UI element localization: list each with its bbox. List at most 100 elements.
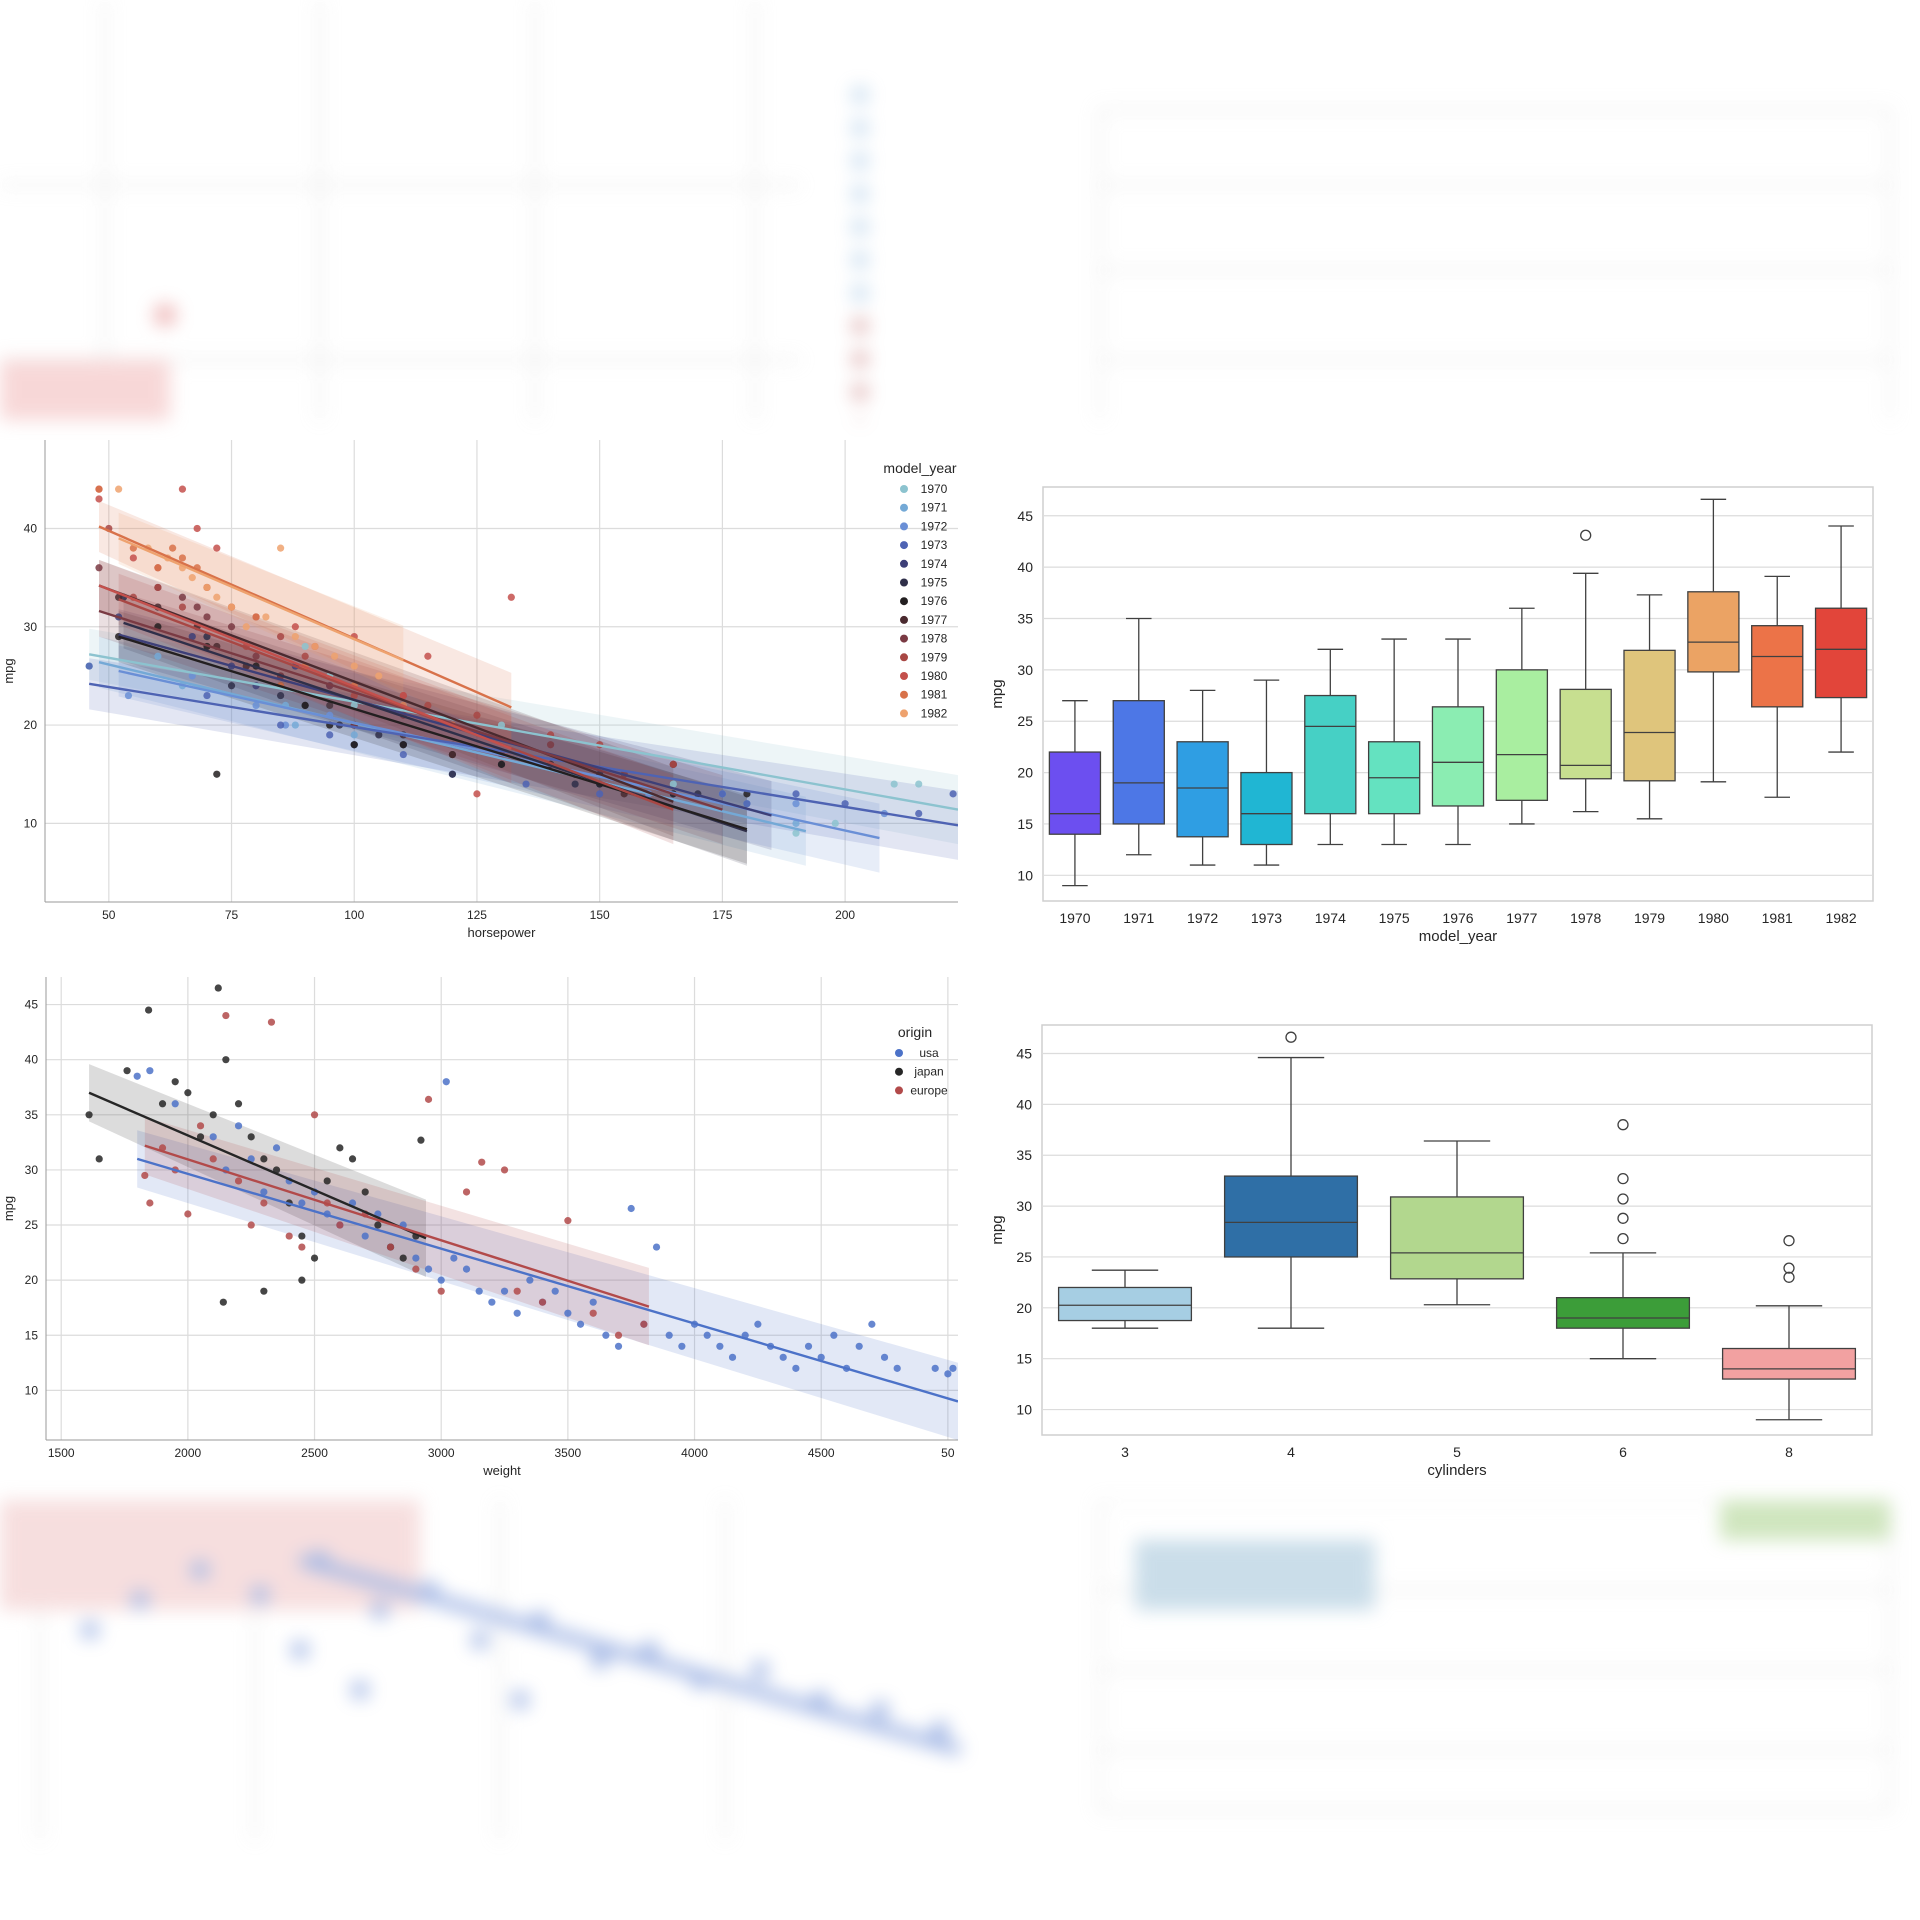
x-tick-label: 3	[1121, 1444, 1129, 1460]
data-point-1979	[301, 652, 309, 660]
data-point-1978	[546, 741, 555, 749]
y-tick-label: 35	[1017, 610, 1033, 626]
x-axis-label: model_year	[1419, 928, 1497, 945]
y-tick-label: 30	[24, 620, 38, 634]
legend-marker-1981	[900, 690, 908, 699]
y-tick-label: 40	[24, 521, 38, 535]
box-body	[1751, 625, 1804, 708]
data-point-1982	[242, 623, 250, 631]
data-point-1973	[596, 790, 604, 798]
data-point-1973	[718, 790, 726, 798]
data-point-1980	[399, 691, 407, 700]
legend-marker-1977	[900, 615, 908, 624]
box-body	[1048, 751, 1102, 835]
data-point-usa	[361, 1232, 369, 1240]
y-tick-label: 40	[1016, 1096, 1032, 1112]
data-point-japan	[348, 1155, 357, 1163]
data-point-1976	[497, 760, 506, 768]
confidence-band-1975	[123, 597, 747, 866]
data-point-1981	[178, 554, 187, 562]
box-body	[1176, 741, 1229, 838]
outlier-point	[1617, 1232, 1629, 1245]
data-point-1982	[291, 632, 299, 641]
data-point-1980	[213, 544, 221, 552]
blurred-band	[0, 1500, 420, 1610]
legend-title: model_year	[883, 460, 956, 476]
data-point-japan	[234, 1100, 243, 1108]
legend-label-1977: 1977	[921, 613, 948, 627]
data-point-europe	[513, 1287, 521, 1295]
data-point-usa	[412, 1254, 420, 1262]
x-tick-label: 1974	[1315, 910, 1346, 926]
data-point-usa	[602, 1331, 610, 1339]
legend-title: origin	[898, 1024, 932, 1040]
data-point-1971	[792, 819, 800, 827]
data-point-japan	[247, 1133, 255, 1141]
data-point-1975	[203, 632, 211, 641]
box-body	[1721, 1347, 1857, 1380]
data-point-1970	[669, 780, 677, 788]
data-point-japan	[145, 1006, 153, 1014]
box-1982	[1814, 525, 1868, 753]
legend-label-japan: japan	[913, 1065, 943, 1079]
horsepower-scatter-panel: 50 75 100 125 150 175 200 10 20 30 40 horsepower mpg…	[0, 425, 960, 945]
legend-label-1979: 1979	[921, 650, 948, 664]
data-point-japan	[298, 1232, 306, 1240]
year-box-chart: 10 15 20 25 30 35 40 45 1970 1971 1972 1973 1974 1975…	[989, 486, 1874, 945]
y-axis-label: mpg	[989, 1215, 1006, 1244]
data-point-europe	[247, 1221, 255, 1229]
data-point-europe	[538, 1298, 547, 1306]
y-tick-label: 45	[1017, 508, 1033, 524]
blurred-point	[931, 1721, 949, 1739]
x-tick-label: 4	[1287, 1444, 1295, 1460]
data-point-1982	[188, 574, 196, 582]
y-axis-label: mpg	[1, 1196, 16, 1221]
data-point-1979	[154, 583, 162, 592]
regression-line-1971	[98, 660, 807, 833]
legend-marker-japan	[895, 1067, 903, 1076]
data-point-1975	[227, 682, 236, 690]
data-point-japan	[214, 984, 222, 992]
data-point-1975	[375, 731, 383, 739]
data-point-usa	[209, 1133, 217, 1141]
legend-label-europe: europe	[910, 1083, 948, 1097]
data-point-japan	[336, 1144, 344, 1152]
regression-line-europe	[144, 1144, 650, 1308]
blurred-regression-line	[298, 1554, 962, 1756]
box-1979	[1623, 594, 1676, 820]
data-point-usa	[513, 1309, 521, 1317]
data-point-1973	[326, 731, 334, 739]
outlier-point	[1617, 1119, 1629, 1131]
x-tick-label: 3500	[555, 1446, 582, 1460]
x-tick-label: 2000	[175, 1446, 202, 1460]
y-tick-label: 20	[1016, 1300, 1032, 1316]
blurred-point	[191, 1561, 209, 1579]
data-point-1980	[178, 485, 187, 493]
data-point-1970	[831, 819, 839, 827]
plot-frame	[1042, 486, 1874, 902]
blurred-legend-marker	[852, 219, 868, 235]
data-point-usa	[949, 1364, 957, 1372]
x-tick-label: 1979	[1634, 910, 1665, 926]
data-point-japan	[158, 1100, 167, 1108]
x-axis-label: weight	[482, 1463, 521, 1478]
blurred-point	[591, 1651, 609, 1669]
legend-label-1973: 1973	[921, 538, 948, 552]
blurred-bottom-band	[0, 1500, 1920, 1920]
blurred-top-band	[0, 0, 1920, 420]
data-point-japan	[196, 1133, 205, 1141]
data-point-usa	[855, 1342, 863, 1350]
data-point-usa	[488, 1298, 496, 1306]
y-tick-label: 40	[25, 1053, 39, 1067]
horsepower-scatter-chart: 50 75 100 125 150 175 200 10 20 30 40 horsepower mpg…	[1, 440, 958, 940]
data-point-1976	[399, 741, 407, 749]
data-point-1979	[424, 701, 432, 710]
data-point-usa	[817, 1353, 825, 1361]
data-point-usa	[475, 1287, 483, 1295]
box-1980	[1687, 498, 1740, 783]
x-tick-label: 5	[1453, 1444, 1461, 1460]
x-tick-label: 1980	[1698, 910, 1729, 926]
data-point-1976	[301, 701, 309, 710]
data-point-europe	[267, 1018, 276, 1026]
